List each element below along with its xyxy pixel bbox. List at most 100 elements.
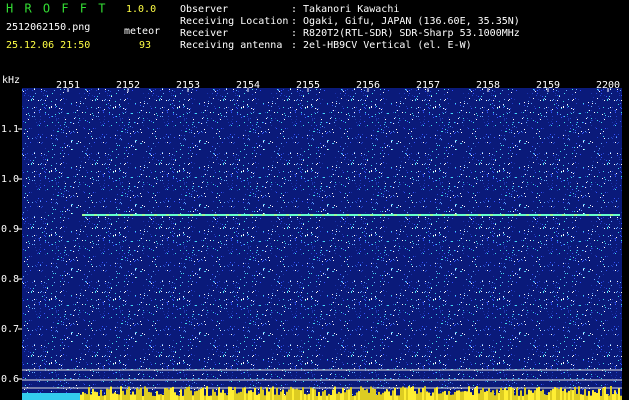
- level-bar: [242, 387, 244, 400]
- x-tick-label: 2158: [476, 80, 500, 91]
- level-bar: [82, 391, 84, 400]
- level-bar: [86, 394, 88, 400]
- level-bar: [138, 389, 140, 400]
- level-bar: [618, 388, 620, 400]
- level-bar: [462, 391, 464, 400]
- level-bar: [102, 395, 104, 400]
- level-bar: [342, 387, 344, 400]
- level-bar: [378, 391, 380, 400]
- level-bar: [528, 389, 530, 400]
- level-bar: [314, 389, 316, 400]
- level-bar: [612, 394, 614, 400]
- level-bar: [602, 388, 604, 400]
- level-bar: [228, 386, 230, 400]
- level-bar: [122, 390, 124, 400]
- level-bar: [500, 387, 502, 400]
- level-bar: [130, 394, 132, 400]
- level-bar: [450, 394, 452, 400]
- x-tick-label: 2157: [416, 80, 440, 91]
- level-bar: [438, 393, 440, 400]
- level-bar: [170, 387, 172, 400]
- level-bar: [434, 388, 436, 400]
- level-bar: [418, 388, 420, 400]
- level-bar: [364, 390, 366, 400]
- level-bar: [306, 394, 308, 400]
- level-bar: [256, 394, 258, 400]
- y-tick-label: 1.0: [1, 174, 19, 185]
- level-bar: [600, 395, 602, 400]
- level-bar: [554, 387, 556, 400]
- level-bar: [470, 392, 472, 400]
- level-bar: [262, 389, 264, 400]
- level-bar: [396, 395, 398, 400]
- level-bars: [80, 386, 622, 400]
- level-bar: [368, 392, 370, 400]
- level-bar: [586, 395, 588, 400]
- level-bar: [316, 395, 318, 400]
- level-bar: [296, 388, 298, 400]
- level-bar: [264, 395, 266, 400]
- level-bar: [454, 391, 456, 400]
- level-bar: [380, 394, 382, 400]
- level-bar: [290, 386, 292, 400]
- level-bar: [520, 390, 522, 400]
- meteor-label: meteor: [124, 26, 160, 37]
- x-tick-label: 2200: [596, 80, 620, 91]
- level-bar: [214, 391, 216, 400]
- level-bar: [544, 394, 546, 400]
- level-bar: [340, 393, 342, 400]
- level-bar: [424, 386, 426, 400]
- level-bar: [250, 390, 252, 400]
- level-bar: [464, 391, 466, 400]
- level-bar: [382, 392, 384, 400]
- level-bar: [164, 388, 166, 400]
- level-bar: [486, 391, 488, 400]
- level-bar: [294, 389, 296, 400]
- level-bar: [614, 390, 616, 400]
- level-bar: [536, 387, 538, 400]
- level-bar: [184, 389, 186, 400]
- level-bar: [456, 390, 458, 400]
- level-bar: [310, 387, 312, 400]
- level-bar: [92, 388, 94, 400]
- level-bar: [558, 389, 560, 400]
- level-bar: [146, 388, 148, 400]
- level-bar: [372, 388, 374, 400]
- level-bar-start: [22, 393, 80, 400]
- y-tick-label: 0.9: [1, 224, 19, 235]
- level-bar: [448, 391, 450, 400]
- level-bar: [582, 394, 584, 400]
- level-bar: [212, 389, 214, 400]
- level-bar: [206, 386, 208, 400]
- info-value: : R820T2(RTL-SDR) SDR-Sharp 53.1000MHz: [291, 28, 520, 39]
- level-bar: [426, 391, 428, 400]
- level-bar: [222, 389, 224, 400]
- level-bar: [274, 394, 276, 400]
- level-bar: [584, 389, 586, 400]
- level-bar: [186, 387, 188, 400]
- level-bar: [440, 393, 442, 400]
- level-bar: [574, 386, 576, 400]
- info-label: Receiver: [180, 28, 228, 39]
- level-bar: [134, 394, 136, 400]
- level-bar: [182, 395, 184, 400]
- level-bar: [502, 389, 504, 400]
- level-bar: [188, 386, 190, 400]
- level-bar: [202, 387, 204, 400]
- level-bar: [444, 390, 446, 400]
- level-bar: [556, 388, 558, 400]
- level-bar: [330, 395, 332, 400]
- level-bar: [158, 394, 160, 400]
- level-bar: [606, 394, 608, 400]
- level-bar: [192, 395, 194, 400]
- level-bar: [560, 387, 562, 400]
- level-bar: [466, 391, 468, 400]
- level-bar: [376, 395, 378, 400]
- level-bar: [366, 389, 368, 400]
- level-bar: [596, 392, 598, 400]
- level-bar: [526, 394, 528, 400]
- level-bar: [352, 395, 354, 400]
- level-bar: [400, 387, 402, 400]
- level-bar: [90, 394, 92, 400]
